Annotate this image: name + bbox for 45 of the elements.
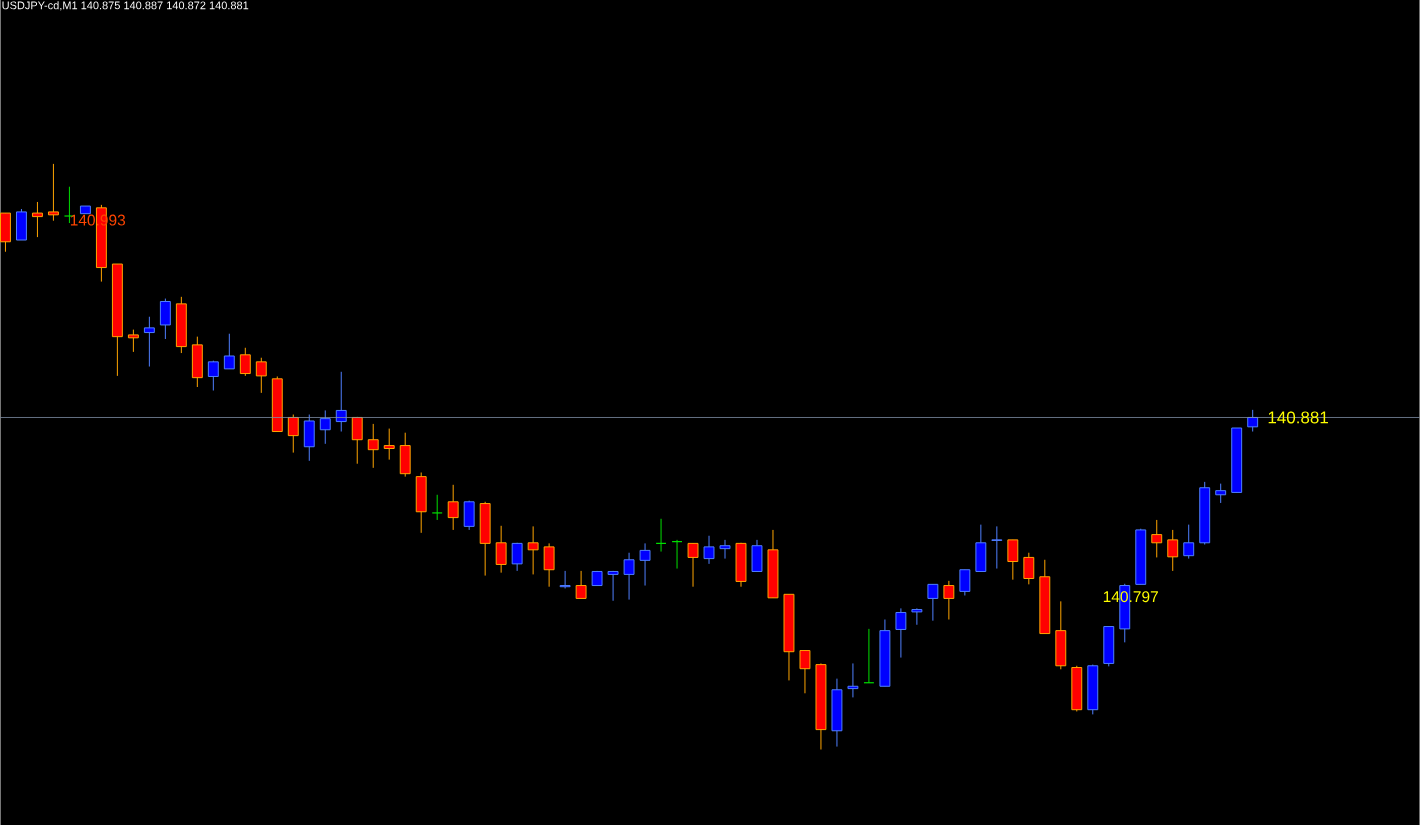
candlestick <box>431 494 443 521</box>
candlestick <box>687 542 699 587</box>
candlestick <box>639 542 651 586</box>
candlestick <box>223 332 235 370</box>
candlestick <box>895 607 907 658</box>
candlestick <box>239 347 251 377</box>
candlestick <box>1023 552 1035 585</box>
candlestick <box>383 427 395 460</box>
candlestick <box>927 583 939 621</box>
candlestick <box>943 580 955 620</box>
annotation: 140.881 <box>1268 411 1328 424</box>
candlestick <box>1007 539 1019 580</box>
candlestick <box>911 607 923 626</box>
candlestick <box>511 542 523 572</box>
candlestick <box>559 570 571 589</box>
candlestick <box>319 409 331 445</box>
candlestick <box>159 297 171 340</box>
candlestick <box>367 423 379 469</box>
candlestick <box>1183 523 1195 559</box>
candlestick <box>127 328 139 353</box>
candlestick <box>1215 482 1227 504</box>
candlestick <box>959 568 971 596</box>
candlestick <box>719 539 731 559</box>
candlestick <box>543 542 555 587</box>
candlestick <box>335 371 347 432</box>
candlestick <box>607 570 619 602</box>
candlestick <box>575 570 587 599</box>
candlestick <box>703 535 715 565</box>
chart-title: USDJPY-cd,M1 140.875 140.887 140.872 140.881 <box>2 0 249 11</box>
candlestick <box>495 525 507 573</box>
candlestick <box>527 525 539 575</box>
candlestick <box>1151 519 1163 558</box>
candlestick <box>287 413 299 453</box>
candlestick <box>991 525 1003 569</box>
candlestick <box>143 316 155 367</box>
candlestick <box>31 201 43 238</box>
candlestick <box>255 357 267 394</box>
candlestick <box>447 484 459 531</box>
candlestick <box>207 359 219 391</box>
candlestick <box>47 163 59 221</box>
candlestick <box>847 662 859 698</box>
candlestick <box>799 649 811 694</box>
candlestick <box>623 552 635 600</box>
candlestick <box>1167 529 1179 572</box>
candlestick <box>351 416 363 464</box>
